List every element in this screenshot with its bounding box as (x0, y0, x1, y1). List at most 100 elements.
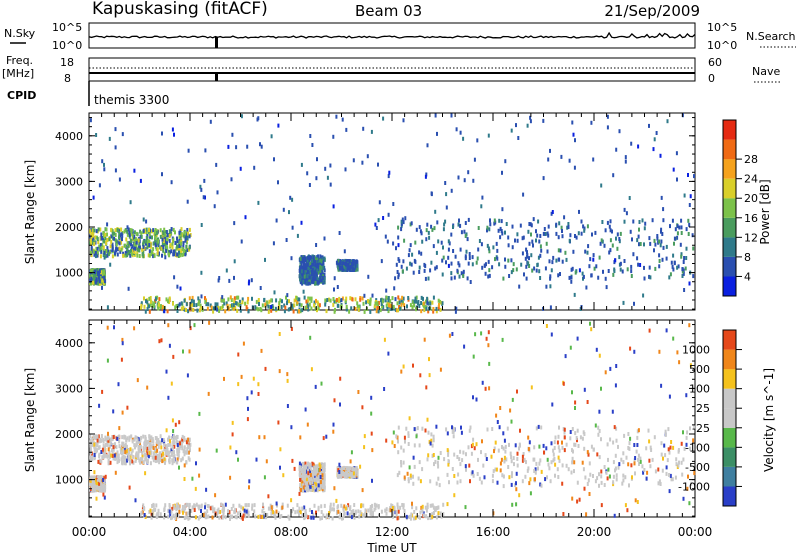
echo-pixel (510, 270, 513, 275)
echo-pixel (153, 301, 156, 306)
echo-pixel (138, 248, 141, 253)
echo-pixel (420, 251, 423, 256)
echo-pixel (134, 435, 137, 440)
echo-pixel (338, 266, 341, 271)
echo-pixel (491, 479, 494, 484)
echo-pixel (118, 246, 121, 251)
echo-pixel (164, 451, 167, 456)
echo-pixel (173, 450, 175, 455)
echo-pixel (313, 266, 315, 271)
echo-pixel (115, 456, 118, 461)
echo-pixel (673, 236, 676, 241)
echo-pixel (101, 276, 104, 281)
echo-pixel (185, 236, 187, 241)
echo-pixel (178, 230, 181, 235)
echo-pixel (148, 434, 151, 439)
noise-pixel (246, 144, 249, 149)
echo-pixel (278, 300, 281, 305)
echo-pixel (462, 274, 465, 278)
noise-pixel (170, 180, 173, 185)
echo-pixel (427, 276, 430, 281)
echo-pixel (185, 240, 188, 245)
echo-pixel (131, 459, 134, 464)
echo-pixel (485, 262, 487, 267)
echo-pixel (415, 227, 418, 232)
noise-pixel (527, 229, 530, 234)
noise-pixel (270, 305, 273, 309)
echo-pixel (602, 269, 604, 274)
noise-pixel (525, 247, 528, 252)
echo-pixel (570, 267, 573, 272)
echo-pixel (320, 259, 323, 264)
echo-pixel (193, 303, 196, 307)
noise-pixel (231, 132, 234, 137)
noise-pixel (259, 142, 261, 147)
echo-pixel (302, 473, 304, 478)
echo-pixel (420, 301, 423, 305)
echo-pixel (126, 229, 129, 234)
echo-pixel (173, 252, 176, 257)
echo-pixel (392, 241, 395, 246)
echo-pixel (433, 226, 436, 231)
noise-pixel (459, 130, 462, 135)
echo-pixel (313, 475, 316, 480)
echo-pixel (187, 231, 189, 236)
echo-pixel (162, 438, 165, 443)
echo-pixel (400, 227, 403, 232)
noise-pixel (235, 145, 238, 150)
echo-pixel (181, 434, 184, 439)
echo-pixel (486, 225, 489, 230)
echo-pixel (538, 239, 541, 244)
echo-pixel (357, 307, 360, 312)
echo-pixel (432, 295, 435, 300)
echo-pixel (105, 241, 108, 245)
echo-pixel (314, 269, 317, 274)
echo-pixel (302, 259, 304, 264)
echo-pixel (307, 307, 310, 312)
echo-pixel (351, 297, 354, 302)
echo-pixel (178, 449, 181, 454)
echo-pixel (422, 296, 424, 301)
echo-pixel (417, 301, 419, 306)
echo-pixel (450, 276, 453, 281)
echo-pixel (157, 306, 160, 311)
echo-pixel (187, 309, 190, 314)
echo-pixel (95, 229, 98, 234)
echo-pixel (521, 458, 524, 463)
echo-pixel (306, 274, 309, 279)
echo-pixel (187, 437, 190, 442)
noise-pixel (315, 263, 318, 268)
nsky-trace (88, 31, 696, 39)
echo-pixel (397, 235, 400, 240)
echo-pixel (536, 262, 539, 267)
echo-pixel (680, 460, 683, 465)
echo-pixel (185, 450, 187, 455)
echo-pixel (516, 232, 519, 237)
echo-pixel (198, 308, 201, 313)
echo-pixel (616, 246, 619, 251)
echo-pixel (166, 309, 169, 314)
noise-pixel (253, 165, 256, 170)
colorbar-swatch (723, 198, 736, 218)
echo-pixel (319, 464, 322, 469)
echo-pixel (531, 268, 534, 273)
echo-pixel (91, 438, 94, 442)
echo-pixel (270, 308, 273, 313)
echo-pixel (400, 302, 403, 307)
echo-pixel (152, 254, 155, 259)
noise-pixel (309, 134, 312, 138)
echo-pixel (580, 231, 583, 236)
echo-pixel (306, 276, 309, 281)
echo-pixel (443, 457, 446, 462)
echo-pixel (416, 426, 419, 431)
echo-pixel (257, 307, 260, 312)
echo-pixel (401, 269, 404, 274)
echo-pixel (405, 426, 408, 431)
echo-pixel (90, 443, 93, 448)
echo-pixel (390, 307, 393, 311)
echo-pixel (180, 241, 183, 246)
echo-pixel (180, 249, 183, 253)
echo-pixel (477, 226, 480, 230)
noise-pixel (307, 281, 310, 286)
noise-pixel (129, 200, 132, 205)
